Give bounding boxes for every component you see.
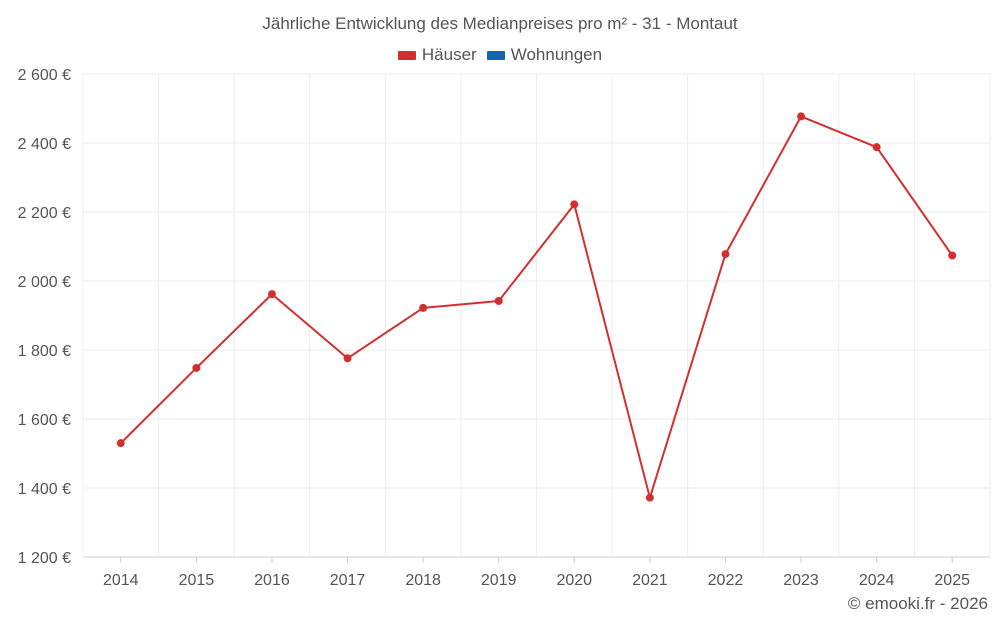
data-point: [192, 363, 201, 372]
series-line: [120, 115, 954, 499]
data-point: [116, 439, 125, 448]
y-tick-label: 1 400 €: [18, 481, 71, 498]
grid: [82, 73, 991, 558]
data-point: [872, 143, 881, 152]
chart-legend: Häuser Wohnungen: [0, 45, 1000, 65]
y-tick-label: 2 000 €: [18, 274, 71, 291]
series-houses: [116, 112, 957, 502]
credit-text: © emooki.fr - 2026: [847, 594, 988, 613]
legend-swatch-apartments: [486, 50, 505, 60]
x-tick-label: 2017: [330, 572, 366, 589]
x-tick-label: 2023: [783, 572, 819, 589]
legend-swatch-houses: [397, 50, 416, 60]
legend-label-apartments: Wohnungen: [510, 45, 603, 64]
chart-title: Jährliche Entwicklung des Medianpreises …: [262, 14, 738, 33]
data-point: [645, 493, 654, 502]
x-tick-label: 2015: [179, 572, 215, 589]
x-tick-label: 2020: [556, 572, 592, 589]
y-tick-label: 1 600 €: [18, 412, 71, 429]
y-axis: 1 200 € 1 400 € 1 600 € 1 800 € 2 000 € 2 200…: [18, 67, 71, 567]
x-tick-label: 2019: [481, 572, 517, 589]
x-tick-label: 2022: [708, 572, 744, 589]
y-tick-label: 1 200 €: [18, 550, 71, 567]
data-point: [797, 112, 806, 121]
x-tick-label: 2025: [934, 572, 970, 589]
data-point: [570, 200, 579, 209]
y-tick-label: 2 400 €: [18, 136, 71, 153]
data-point: [343, 354, 352, 363]
x-tick-label: 2016: [254, 572, 290, 589]
x-tick-label: 2021: [632, 572, 668, 589]
x-axis: 2014 2015 2016 2017 2018 2019 2020 2021 2022 2023…: [103, 557, 970, 589]
data-point: [419, 303, 428, 312]
x-tick-label: 2024: [859, 572, 895, 589]
x-tick-label: 2014: [103, 572, 139, 589]
data-point: [267, 290, 276, 299]
y-tick-label: 1 800 €: [18, 343, 71, 360]
data-point: [721, 250, 730, 259]
legend-label-houses: Häuser: [421, 45, 477, 64]
y-tick-label: 2 600 €: [18, 67, 71, 84]
data-point: [494, 297, 503, 306]
x-tick-label: 2018: [405, 572, 441, 589]
y-tick-label: 2 200 €: [18, 205, 71, 222]
legend-item-houses[interactable]: Häuser: [397, 45, 477, 65]
legend-item-apartments[interactable]: Wohnungen: [486, 45, 603, 65]
data-point: [948, 251, 957, 260]
